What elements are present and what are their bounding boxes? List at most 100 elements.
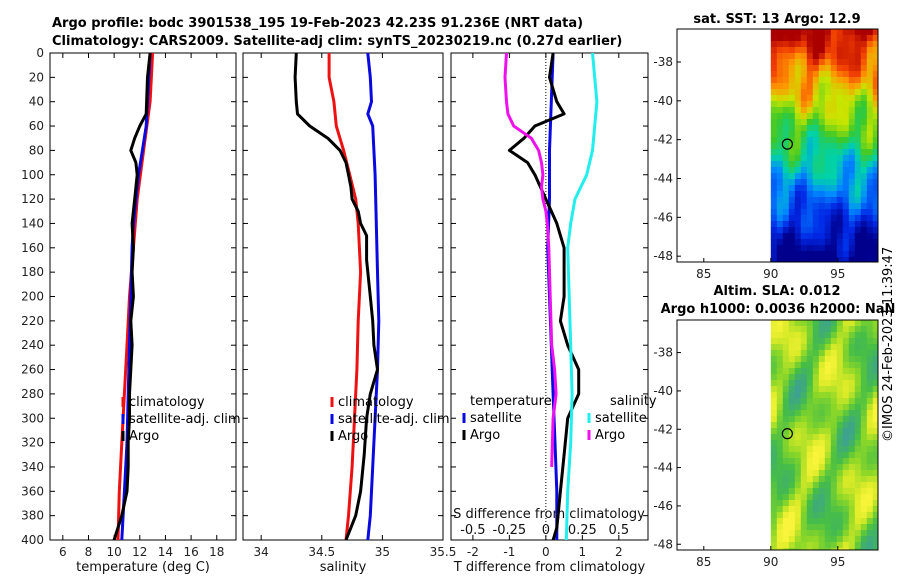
sst-map-cell [812,239,820,246]
sst-map-cell [848,89,856,96]
sla-map-cell [866,338,874,345]
sst-map-cell [866,65,874,72]
sst-map-cell [842,161,850,168]
sst-map-cell [842,83,850,90]
sla-map-cell [776,434,784,441]
sst-map-cell [818,257,826,263]
sla-map-cell [872,356,879,363]
sst-map-cell [812,59,820,66]
sst-map-cell [788,137,796,144]
sst-map-cell [842,179,850,186]
sla-map-cell [806,440,814,447]
sst-map-cell [824,179,832,186]
sla-map-cell [848,338,856,345]
sla-map-cell [806,320,814,327]
sla-map-cell [776,530,784,537]
sst-map-cell [812,101,820,108]
sla-map-cell [824,464,832,471]
sst-map-cell [830,53,838,60]
sst-map-cell [770,59,778,66]
sst-map-cell [854,209,862,216]
sst-map-cell [854,221,862,228]
sst-map-xtick-label: 85 [696,267,711,281]
sst-map-cell [866,161,874,168]
sst-map-cell [788,65,796,72]
sst-map-cell [794,221,802,228]
sla-map-cell [776,452,784,459]
sst-map-cell [770,239,778,246]
sla-map-cell [800,368,808,375]
sla-map-cell [818,440,826,447]
sla-map-cell [836,494,844,501]
sst-map-cell [782,197,790,204]
sst-map-cell [812,227,820,234]
sla-map-cell [794,404,802,411]
sla-map-cell [794,518,802,525]
sla-map-cell [836,380,844,387]
sst-map-cell [770,65,778,72]
sla-map-cell [770,374,778,381]
sla-map-cell [842,524,850,531]
difference-xtick-label: -2 [467,545,479,559]
sla-map-cell [860,548,868,551]
sst-map-cell [782,233,790,240]
sla-map-cell [836,476,844,483]
sla-map-cell [812,398,820,405]
sst-map-cell [806,35,814,42]
sla-map-cell [866,374,874,381]
sst-map-cell [854,155,862,162]
sst-map-cell [812,191,820,198]
sst-map-cell [818,155,826,162]
sla-map-cell [776,338,784,345]
sla-map-cell [830,518,838,525]
sla-map-cell [782,470,790,477]
sst-map-cell [782,125,790,132]
sst-map-cell [806,179,814,186]
sla-map-cell [872,488,879,495]
sst-map-cell [806,95,814,102]
sla-map-cell [830,524,838,531]
sla-map-cell [806,356,814,363]
sla-map-cell [818,488,826,495]
sst-map-cell [842,101,850,108]
sst-map-cell [788,239,796,246]
sst-map-cell [788,113,796,120]
sst-map-cell [818,149,826,156]
sst-map-cell [848,239,856,246]
sla-map-cell [842,536,850,543]
sla-map-cell [794,332,802,339]
sla-map-cell [836,410,844,417]
sla-map-cell [860,350,868,357]
sla-map-cell [842,326,850,333]
sst-map-cell [812,113,820,120]
sla-map-cell [812,536,820,543]
sla-map-cell [824,392,832,399]
sla-map-cell [794,416,802,423]
sla-map-cell [818,320,826,327]
sst-map-cell [854,215,862,222]
sla-map-cell [776,428,784,435]
sst-map-cell [866,53,874,60]
sst-map-cell [860,197,868,204]
sst-map-cell [854,89,862,96]
sla-map-cell [866,512,874,519]
sla-map-cell [800,338,808,345]
sst-map-cell [818,41,826,48]
sst-map-cell [872,89,879,96]
depth-tick-label: 40 [29,95,44,109]
sla-map-cell [770,482,778,489]
sst-map-cell [782,179,790,186]
sla-map-cell [830,500,838,507]
difference-xtick-label: 2 [615,545,623,559]
sla-map-cell [860,398,868,405]
sst-map-cell [830,143,838,150]
sst-map-cell [794,149,802,156]
sla-map-cell [800,482,808,489]
sla-map-cell [872,368,879,375]
sst-map-cell [842,167,850,174]
sla-map-cell [818,458,826,465]
sla-map-cell [866,524,874,531]
sla-map-cell [806,362,814,369]
sst-map-cell [800,239,808,246]
sst-map-cell [812,251,820,258]
